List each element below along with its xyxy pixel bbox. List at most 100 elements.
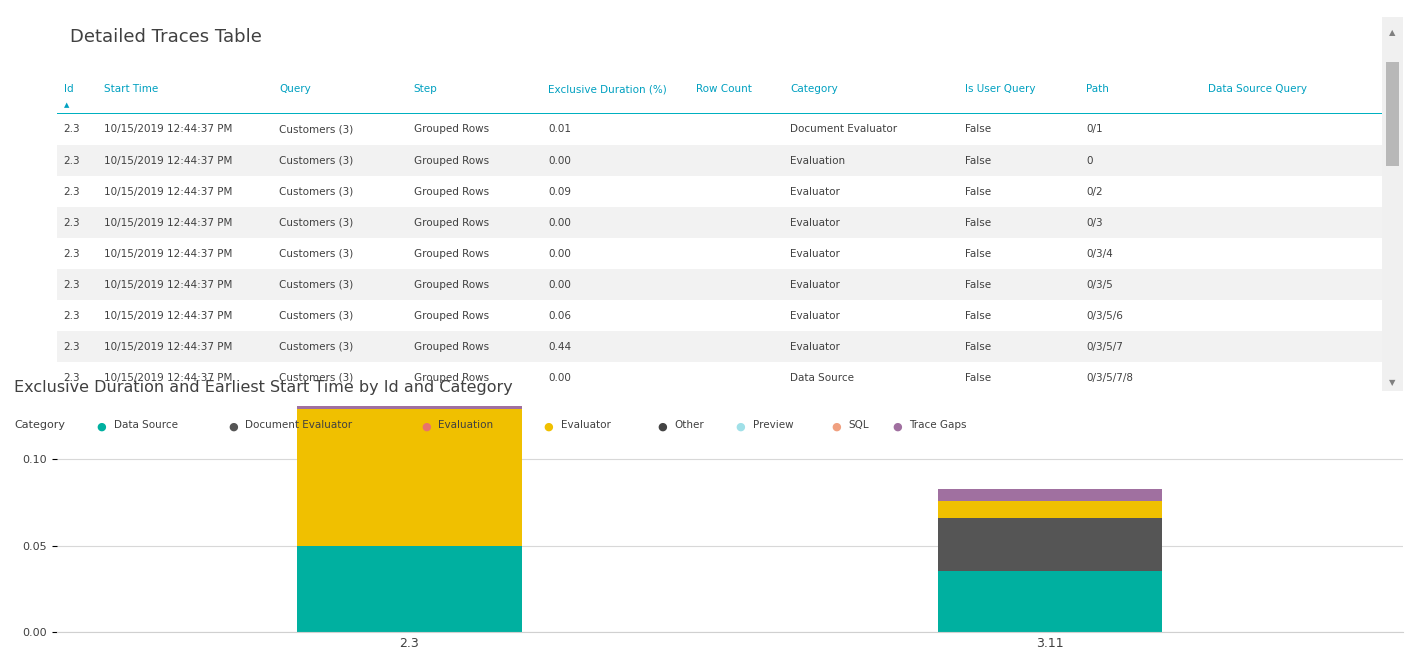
Text: 10/15/2019 12:44:37 PM: 10/15/2019 12:44:37 PM [104, 124, 232, 134]
Text: 2.3: 2.3 [64, 218, 80, 228]
Text: Customers (3): Customers (3) [279, 218, 353, 228]
Text: 0.00: 0.00 [548, 218, 571, 228]
Bar [57, 238, 1383, 269]
Text: Evaluator: Evaluator [790, 218, 840, 228]
Text: 0.09: 0.09 [548, 187, 571, 196]
Text: Query: Query [279, 84, 310, 94]
Text: 2.3: 2.3 [64, 341, 80, 351]
Text: False: False [965, 280, 991, 290]
Text: 0/3/5: 0/3/5 [1087, 280, 1114, 290]
Text: ▼: ▼ [1390, 378, 1396, 387]
Text: ▲: ▲ [64, 102, 68, 108]
Text: Customers (3): Customers (3) [279, 341, 353, 351]
Text: Id: Id [64, 84, 73, 94]
Text: Grouped Rows: Grouped Rows [413, 249, 488, 259]
Text: False: False [965, 124, 991, 134]
Text: ❮: ❮ [61, 406, 70, 416]
Bar [57, 176, 1383, 207]
Text: 10/15/2019 12:44:37 PM: 10/15/2019 12:44:37 PM [104, 341, 232, 351]
Text: 2.3: 2.3 [64, 280, 80, 290]
Text: 0.06: 0.06 [548, 310, 571, 321]
Text: Exclusive Duration and Earliest Start Time by Id and Category: Exclusive Duration and Earliest Start Ti… [14, 380, 513, 394]
Text: ●: ● [658, 421, 666, 431]
Text: 0/3/5/7/8: 0/3/5/7/8 [1087, 373, 1134, 382]
Bar [57, 300, 1383, 331]
Text: Customers (3): Customers (3) [279, 280, 353, 290]
Text: Path: Path [1087, 84, 1109, 94]
Text: Evaluator: Evaluator [790, 341, 840, 351]
Text: ●: ● [893, 421, 901, 431]
Text: 2.3: 2.3 [64, 124, 80, 134]
Text: 2.3: 2.3 [64, 373, 80, 382]
Text: ●: ● [544, 421, 554, 431]
Text: 0: 0 [1087, 155, 1092, 165]
Text: Data Source: Data Source [790, 373, 854, 382]
Text: Grouped Rows: Grouped Rows [413, 187, 488, 196]
Text: 0.00: 0.00 [548, 249, 571, 259]
Text: 10/15/2019 12:44:37 PM: 10/15/2019 12:44:37 PM [104, 187, 232, 196]
Text: Customers (3): Customers (3) [279, 155, 353, 165]
Text: 0/3: 0/3 [1087, 218, 1104, 228]
Text: Evaluation: Evaluation [790, 155, 846, 165]
Text: Detailed Traces Table: Detailed Traces Table [70, 28, 262, 46]
Text: Customers (3): Customers (3) [279, 373, 353, 382]
Bar [77, 398, 723, 424]
Text: Exclusive Duration (%): Exclusive Duration (%) [548, 84, 666, 94]
Bar [938, 518, 1162, 571]
Text: Category: Category [790, 84, 839, 94]
Text: Category: Category [14, 420, 66, 430]
Text: Grouped Rows: Grouped Rows [413, 373, 488, 382]
Bar [1383, 17, 1403, 390]
Text: Evaluator: Evaluator [790, 280, 840, 290]
Text: ❯: ❯ [1366, 406, 1373, 416]
Text: False: False [965, 341, 991, 351]
Text: 0.01: 0.01 [548, 124, 571, 134]
Text: ●: ● [97, 421, 107, 431]
Text: Customers (3): Customers (3) [279, 124, 353, 134]
Text: 10/15/2019 12:44:37 PM: 10/15/2019 12:44:37 PM [104, 310, 232, 321]
Text: 0/3/5/7: 0/3/5/7 [1087, 341, 1124, 351]
Text: Row Count: Row Count [696, 84, 752, 94]
Text: Data Source Query: Data Source Query [1208, 84, 1306, 94]
Text: Grouped Rows: Grouped Rows [413, 280, 488, 290]
Text: ●: ● [228, 421, 238, 431]
Bar [938, 571, 1162, 632]
Text: Customers (3): Customers (3) [279, 310, 353, 321]
Text: Data Source: Data Source [114, 420, 178, 430]
Text: 0/3/4: 0/3/4 [1087, 249, 1114, 259]
Text: Is User Query: Is User Query [965, 84, 1035, 94]
Bar [57, 362, 1383, 393]
Text: ▲: ▲ [1390, 28, 1396, 37]
Text: 10/15/2019 12:44:37 PM: 10/15/2019 12:44:37 PM [104, 155, 232, 165]
Text: 10/15/2019 12:44:37 PM: 10/15/2019 12:44:37 PM [104, 218, 232, 228]
Text: Grouped Rows: Grouped Rows [413, 341, 488, 351]
Text: 0/2: 0/2 [1087, 187, 1104, 196]
Text: 0.00: 0.00 [548, 280, 571, 290]
Text: 0/3/5/6: 0/3/5/6 [1087, 310, 1124, 321]
Bar [57, 114, 1383, 145]
Bar [298, 406, 521, 409]
Bar [938, 489, 1162, 501]
Text: False: False [965, 218, 991, 228]
Text: 2.3: 2.3 [64, 155, 80, 165]
Text: False: False [965, 373, 991, 382]
Text: Grouped Rows: Grouped Rows [413, 124, 488, 134]
Text: Evaluator: Evaluator [790, 187, 840, 196]
Text: Grouped Rows: Grouped Rows [413, 310, 488, 321]
Text: Preview: Preview [753, 420, 793, 430]
Text: 10/15/2019 12:44:37 PM: 10/15/2019 12:44:37 PM [104, 280, 232, 290]
Bar [298, 409, 521, 546]
Text: Trace Gaps: Trace Gaps [910, 420, 967, 430]
Bar [298, 546, 521, 632]
Text: Document Evaluator: Document Evaluator [790, 124, 897, 134]
Text: 0/1: 0/1 [1087, 124, 1104, 134]
Text: Evaluation: Evaluation [439, 420, 494, 430]
Bar [57, 207, 1383, 238]
Bar [57, 113, 1383, 114]
Bar [57, 331, 1383, 362]
Text: ●: ● [736, 421, 745, 431]
Text: Start Time: Start Time [104, 84, 158, 94]
Text: 0.00: 0.00 [548, 155, 571, 165]
Text: Evaluator: Evaluator [790, 249, 840, 259]
Text: Document Evaluator: Document Evaluator [245, 420, 352, 430]
